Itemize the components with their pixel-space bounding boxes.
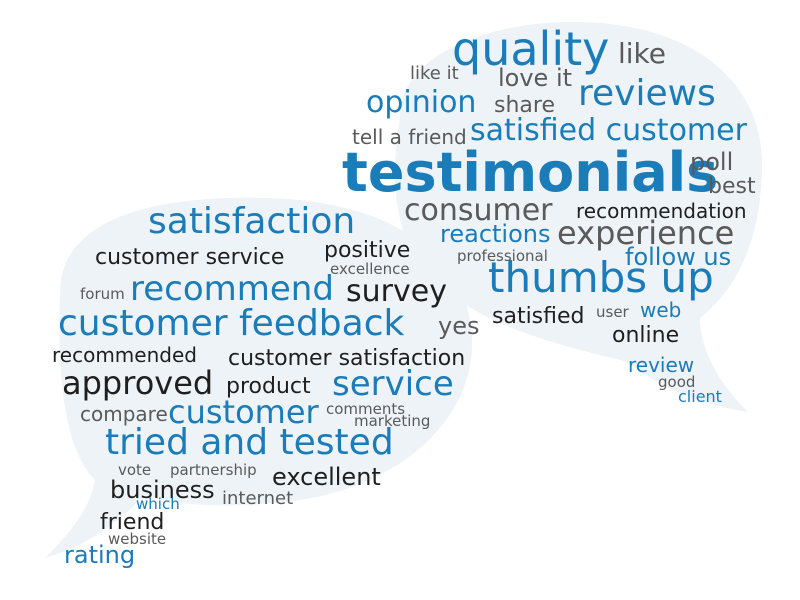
word-forum: forum: [80, 285, 125, 303]
word-best: best: [708, 174, 756, 199]
word-recommend: recommend: [130, 269, 334, 309]
word-business: business: [110, 476, 215, 504]
word-tell-a-friend: tell a friend: [352, 125, 467, 149]
word-satisfied: satisfied: [492, 304, 585, 329]
word-customer-feedback: customer feedback: [58, 303, 405, 344]
word-approved: approved: [62, 364, 214, 402]
word-quality: quality: [452, 22, 610, 76]
word-poll: poll: [690, 148, 734, 176]
word-comments: comments: [326, 400, 406, 418]
word-recommended: recommended: [52, 343, 197, 367]
word-online: online: [612, 323, 680, 348]
word-service: service: [332, 364, 454, 404]
word-vote: vote: [118, 461, 152, 479]
word-website: website: [108, 530, 167, 548]
word-which: which: [136, 495, 180, 513]
word-thumbs-up: thumbs up: [488, 253, 714, 302]
word-user: user: [596, 303, 629, 321]
word-like-it: like it: [410, 63, 459, 84]
right-bubble-shape: [395, 21, 763, 413]
word-opinion: opinion: [366, 85, 477, 120]
word-follow-us: follow us: [625, 243, 732, 271]
word-web: web: [640, 298, 682, 322]
word-good: good: [658, 373, 696, 391]
word-satisfied-customer: satisfied customer: [470, 113, 747, 148]
word-tried-and-tested: tried and tested: [105, 422, 394, 463]
word-customer-satisfaction: customer satisfaction: [228, 346, 466, 371]
word-experience: experience: [557, 214, 735, 252]
word-consumer: consumer: [404, 193, 553, 228]
word-excellent: excellent: [272, 463, 381, 491]
word-marketing: marketing: [354, 412, 431, 430]
word-internet: internet: [222, 488, 294, 509]
word-satisfaction: satisfaction: [148, 201, 356, 242]
word-compare: compare: [80, 402, 168, 426]
word-rating: rating: [64, 541, 136, 569]
word-review: review: [628, 353, 695, 377]
word-positive: positive: [324, 238, 411, 263]
word-client: client: [678, 387, 722, 406]
word-love-it: love it: [498, 64, 573, 92]
word-customer-service: customer service: [95, 245, 285, 270]
word-yes: yes: [438, 312, 480, 340]
left-bubble-shape: [45, 197, 473, 558]
word-product: product: [226, 374, 311, 399]
word-share: share: [494, 93, 555, 118]
word-testimonials: testimonials: [342, 141, 719, 204]
word-reactions: reactions: [440, 220, 551, 248]
word-excellence: excellence: [330, 260, 410, 278]
word-survey: survey: [346, 274, 447, 309]
word-friend: friend: [100, 510, 165, 535]
word-recommendation: recommendation: [576, 199, 747, 223]
word-partnership: partnership: [170, 461, 257, 479]
word-customer: customer: [168, 393, 319, 431]
word-professional: professional: [457, 247, 548, 265]
right-speech-bubble: [395, 21, 763, 413]
left-speech-bubble: [45, 197, 473, 558]
word-reviews: reviews: [578, 73, 716, 114]
word-like: like: [618, 37, 667, 70]
